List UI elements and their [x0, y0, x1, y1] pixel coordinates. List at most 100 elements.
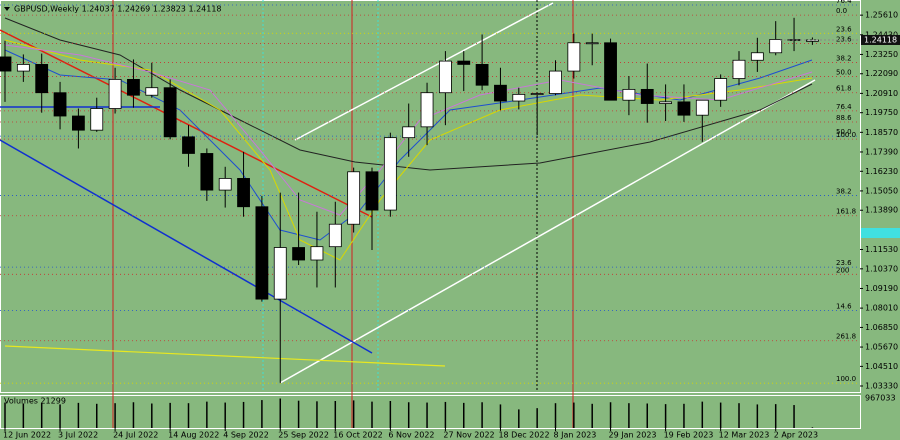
price-pane-frame [0, 0, 861, 393]
fib-label: 261.8 [836, 333, 856, 341]
candle-body [604, 42, 617, 101]
candle-body [0, 56, 12, 72]
fib-label: 161.8 [836, 208, 856, 216]
volume-title: Volumes 21299 [4, 397, 66, 406]
volume-pane-frame [0, 395, 861, 429]
candle-body [402, 126, 416, 139]
x-tick-label: 6 Nov 2022 [388, 431, 434, 440]
candle-body [622, 88, 636, 101]
candle-body [218, 178, 232, 191]
fib-label: 88.6 [836, 114, 852, 122]
y-tick-label: 1.20910 [865, 89, 898, 98]
x-tick-label: 16 Oct 2022 [333, 431, 382, 440]
fib-label: 61.8 [836, 85, 852, 93]
candle-body [200, 153, 214, 191]
y-tick-label: 1.18570 [865, 128, 898, 137]
candle-body [328, 223, 342, 248]
candle-body [16, 64, 30, 72]
y-tick-label: 1.06850 [865, 323, 898, 332]
x-tick-label: 2 Apr 2023 [774, 431, 818, 440]
channel-line [294, 2, 554, 141]
candle-body [53, 92, 67, 117]
trend-line [0, 139, 373, 354]
candle-body [108, 78, 122, 109]
x-tick-label: 12 Mar 2023 [719, 431, 770, 440]
y-tick-label: 1.22090 [865, 69, 898, 78]
candle-body [310, 246, 324, 261]
y-tick-label: 1.08010 [865, 304, 898, 313]
y-tick-label: 1.05670 [865, 343, 898, 352]
candle-body [512, 93, 526, 102]
fib-label: 50.0 [836, 128, 852, 136]
y-tick-label: 1.03330 [865, 382, 898, 391]
candle-body [145, 87, 159, 96]
current-price-box [861, 34, 900, 45]
candle-body [769, 39, 783, 54]
x-tick-label: 18 Dec 2022 [498, 431, 549, 440]
candle-body [732, 59, 746, 79]
x-tick-label: 29 Jan 2023 [609, 431, 657, 440]
x-tick-label: 19 Feb 2023 [664, 431, 714, 440]
x-tick-label: 14 Aug 2022 [168, 431, 219, 440]
chart-title: GBPUSD,Weekly 1.24037 1.24269 1.23823 1.… [14, 5, 222, 14]
candle-body [273, 247, 287, 300]
candle-body [35, 64, 49, 94]
fib-label: 50.0 [836, 69, 852, 77]
y-tick-label: 1.19750 [865, 108, 898, 117]
candle-body [640, 88, 654, 104]
candle-body [383, 137, 397, 211]
candle-body [494, 84, 507, 102]
fib-label: 14.6 [836, 303, 852, 311]
trend-line [4, 345, 446, 367]
candle-body [438, 60, 452, 94]
candle-body [163, 87, 177, 138]
fib-label: 76.4 [836, 103, 852, 111]
candle-body [72, 115, 85, 131]
candle-body [659, 101, 672, 104]
candle-body [549, 70, 562, 94]
candle-body [677, 101, 691, 116]
y-tick-label: 1.04510 [865, 362, 898, 371]
marker-box [861, 228, 900, 238]
candle-body [127, 78, 140, 96]
menu-icon [4, 7, 10, 11]
candle-body [585, 42, 599, 45]
candle-body [475, 64, 489, 86]
candle-body [292, 247, 306, 261]
candle-body [90, 108, 104, 131]
y-tick-label: 1.15050 [865, 186, 898, 195]
y-tick-label: 1.17390 [865, 147, 898, 156]
y-tick-label: 1.13890 [865, 206, 898, 215]
candle-body [347, 171, 361, 225]
fib-label: 23.6 [836, 35, 852, 43]
candle-body [420, 92, 434, 128]
x-tick-label: 8 Jan 2023 [554, 431, 597, 440]
channel-line [279, 79, 816, 384]
fib-label: 100.0 [836, 131, 856, 139]
candle-body [365, 171, 379, 211]
y-tick-label: 1.25610 [865, 11, 898, 20]
fib-label: 100.0 [836, 375, 856, 383]
candle-body [695, 99, 709, 116]
current-price-label: 1.24118 [864, 35, 897, 44]
y-tick-label: 1.09190 [865, 284, 898, 293]
moving-average [4, 17, 813, 171]
fib-label: 76.4 [836, 0, 852, 5]
candle-body [750, 52, 764, 61]
fib-label: 23.6 [836, 25, 852, 33]
x-tick-label: 3 Jul 2022 [58, 431, 98, 440]
trend-line [0, 29, 373, 218]
x-tick-label: 4 Sep 2022 [223, 431, 269, 440]
candle-body [714, 78, 728, 101]
candle-body [182, 136, 195, 154]
fib-label: 38.2 [836, 188, 852, 196]
candle-body [530, 93, 544, 95]
candle-body [457, 60, 471, 65]
y-tick-label: 1.11530 [865, 245, 898, 254]
y-tick-label: 1.24430 [865, 30, 898, 39]
fib-label: 200 [836, 266, 849, 274]
fib-label: 0.0 [836, 7, 847, 15]
candle-body [237, 178, 250, 208]
fib-label: 38.2 [836, 55, 852, 63]
